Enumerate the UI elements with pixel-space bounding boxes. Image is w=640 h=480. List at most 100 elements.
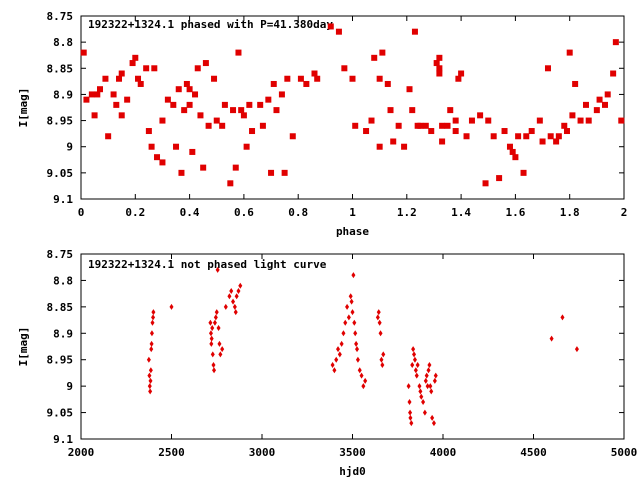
data-point xyxy=(371,54,378,61)
data-point xyxy=(463,133,470,140)
data-point xyxy=(379,49,386,56)
data-point xyxy=(412,356,417,363)
data-point xyxy=(164,96,171,103)
data-point xyxy=(350,309,355,316)
data-point xyxy=(118,112,125,119)
data-point xyxy=(408,409,413,416)
y-tick-label: 8.95 xyxy=(47,354,74,367)
data-point xyxy=(202,60,209,67)
data-point xyxy=(406,383,411,390)
data-point xyxy=(91,112,98,119)
data-point xyxy=(582,101,589,108)
data-point xyxy=(618,117,625,124)
data-point xyxy=(209,340,214,347)
x-tick-label: 0.2 xyxy=(125,206,145,219)
data-point xyxy=(146,356,151,363)
data-point xyxy=(151,309,156,316)
data-point xyxy=(520,169,527,176)
x-tick-label: 1.2 xyxy=(397,206,417,219)
data-point xyxy=(430,414,435,421)
data-point xyxy=(229,288,234,294)
data-point xyxy=(151,314,156,321)
data-point xyxy=(436,70,443,77)
data-point xyxy=(485,117,492,124)
data-point xyxy=(411,346,416,353)
data-point xyxy=(468,117,475,124)
data-point xyxy=(577,117,584,124)
data-point xyxy=(124,96,131,103)
data-point xyxy=(431,420,436,427)
data-point xyxy=(417,383,422,390)
data-point xyxy=(278,91,285,98)
data-point xyxy=(407,399,412,405)
data-point xyxy=(452,117,459,124)
x-tick-label: 2 xyxy=(621,206,628,219)
data-point xyxy=(428,128,435,135)
data-point xyxy=(408,414,413,421)
data-point xyxy=(352,319,357,326)
data-point xyxy=(218,351,223,358)
data-point xyxy=(426,367,431,374)
data-point xyxy=(240,112,247,119)
x-tick-label: 1.6 xyxy=(505,206,525,219)
x-tick-label: 5000 xyxy=(611,446,638,459)
data-point xyxy=(147,372,152,379)
data-point xyxy=(506,143,513,150)
data-point xyxy=(422,409,427,416)
data-point xyxy=(419,393,424,400)
data-point xyxy=(147,383,152,390)
data-point xyxy=(83,96,90,103)
data-point xyxy=(354,340,359,347)
data-point xyxy=(189,148,196,155)
data-point xyxy=(289,133,296,140)
x-tick-label: 1.4 xyxy=(451,206,471,219)
data-point xyxy=(284,75,291,82)
data-point xyxy=(238,282,243,289)
data-point xyxy=(395,122,402,129)
data-point xyxy=(137,80,144,87)
data-point xyxy=(181,107,188,114)
data-point xyxy=(330,362,335,368)
data-point xyxy=(528,128,535,135)
data-point xyxy=(219,122,226,129)
data-point xyxy=(379,356,384,363)
data-point xyxy=(281,169,288,176)
data-point xyxy=(509,148,516,155)
chart-title: 192322+1324.1 not phased light curve xyxy=(88,258,327,271)
data-point xyxy=(110,91,117,98)
data-point xyxy=(210,325,215,331)
x-tick-label: 1.8 xyxy=(560,206,580,219)
data-point xyxy=(80,49,87,56)
data-point xyxy=(97,86,104,93)
data-point xyxy=(217,340,222,347)
data-point xyxy=(186,101,193,108)
data-point xyxy=(211,75,218,82)
data-point xyxy=(346,314,351,321)
data-point xyxy=(536,117,543,124)
x-tick-label: 3500 xyxy=(339,446,366,459)
data-point xyxy=(555,133,562,140)
phased-light-curve-panel: 0 0.2 0.4 0.6 0.8 1 1.2 1.4 1.6 1.8 2 8.75 8.8 8.85 8.… xyxy=(17,10,627,238)
data-point xyxy=(192,91,199,98)
data-point xyxy=(490,133,497,140)
data-point xyxy=(585,117,592,124)
data-point xyxy=(238,107,245,114)
data-point xyxy=(230,107,237,114)
data-point xyxy=(341,330,346,337)
y-tick-label: 8.95 xyxy=(47,115,74,128)
data-point xyxy=(610,70,617,77)
data-point xyxy=(377,319,382,326)
data-point xyxy=(353,330,358,337)
data-point xyxy=(381,351,386,358)
data-point xyxy=(376,143,383,150)
data-point xyxy=(221,101,228,108)
data-point xyxy=(433,60,440,67)
data-point xyxy=(205,122,212,129)
x-axis-label: hjd0 xyxy=(339,465,366,478)
data-point xyxy=(303,80,310,87)
data-point xyxy=(334,356,339,363)
data-point xyxy=(378,330,383,337)
data-point xyxy=(183,80,190,87)
data-point xyxy=(327,23,334,30)
data-point xyxy=(208,319,213,326)
